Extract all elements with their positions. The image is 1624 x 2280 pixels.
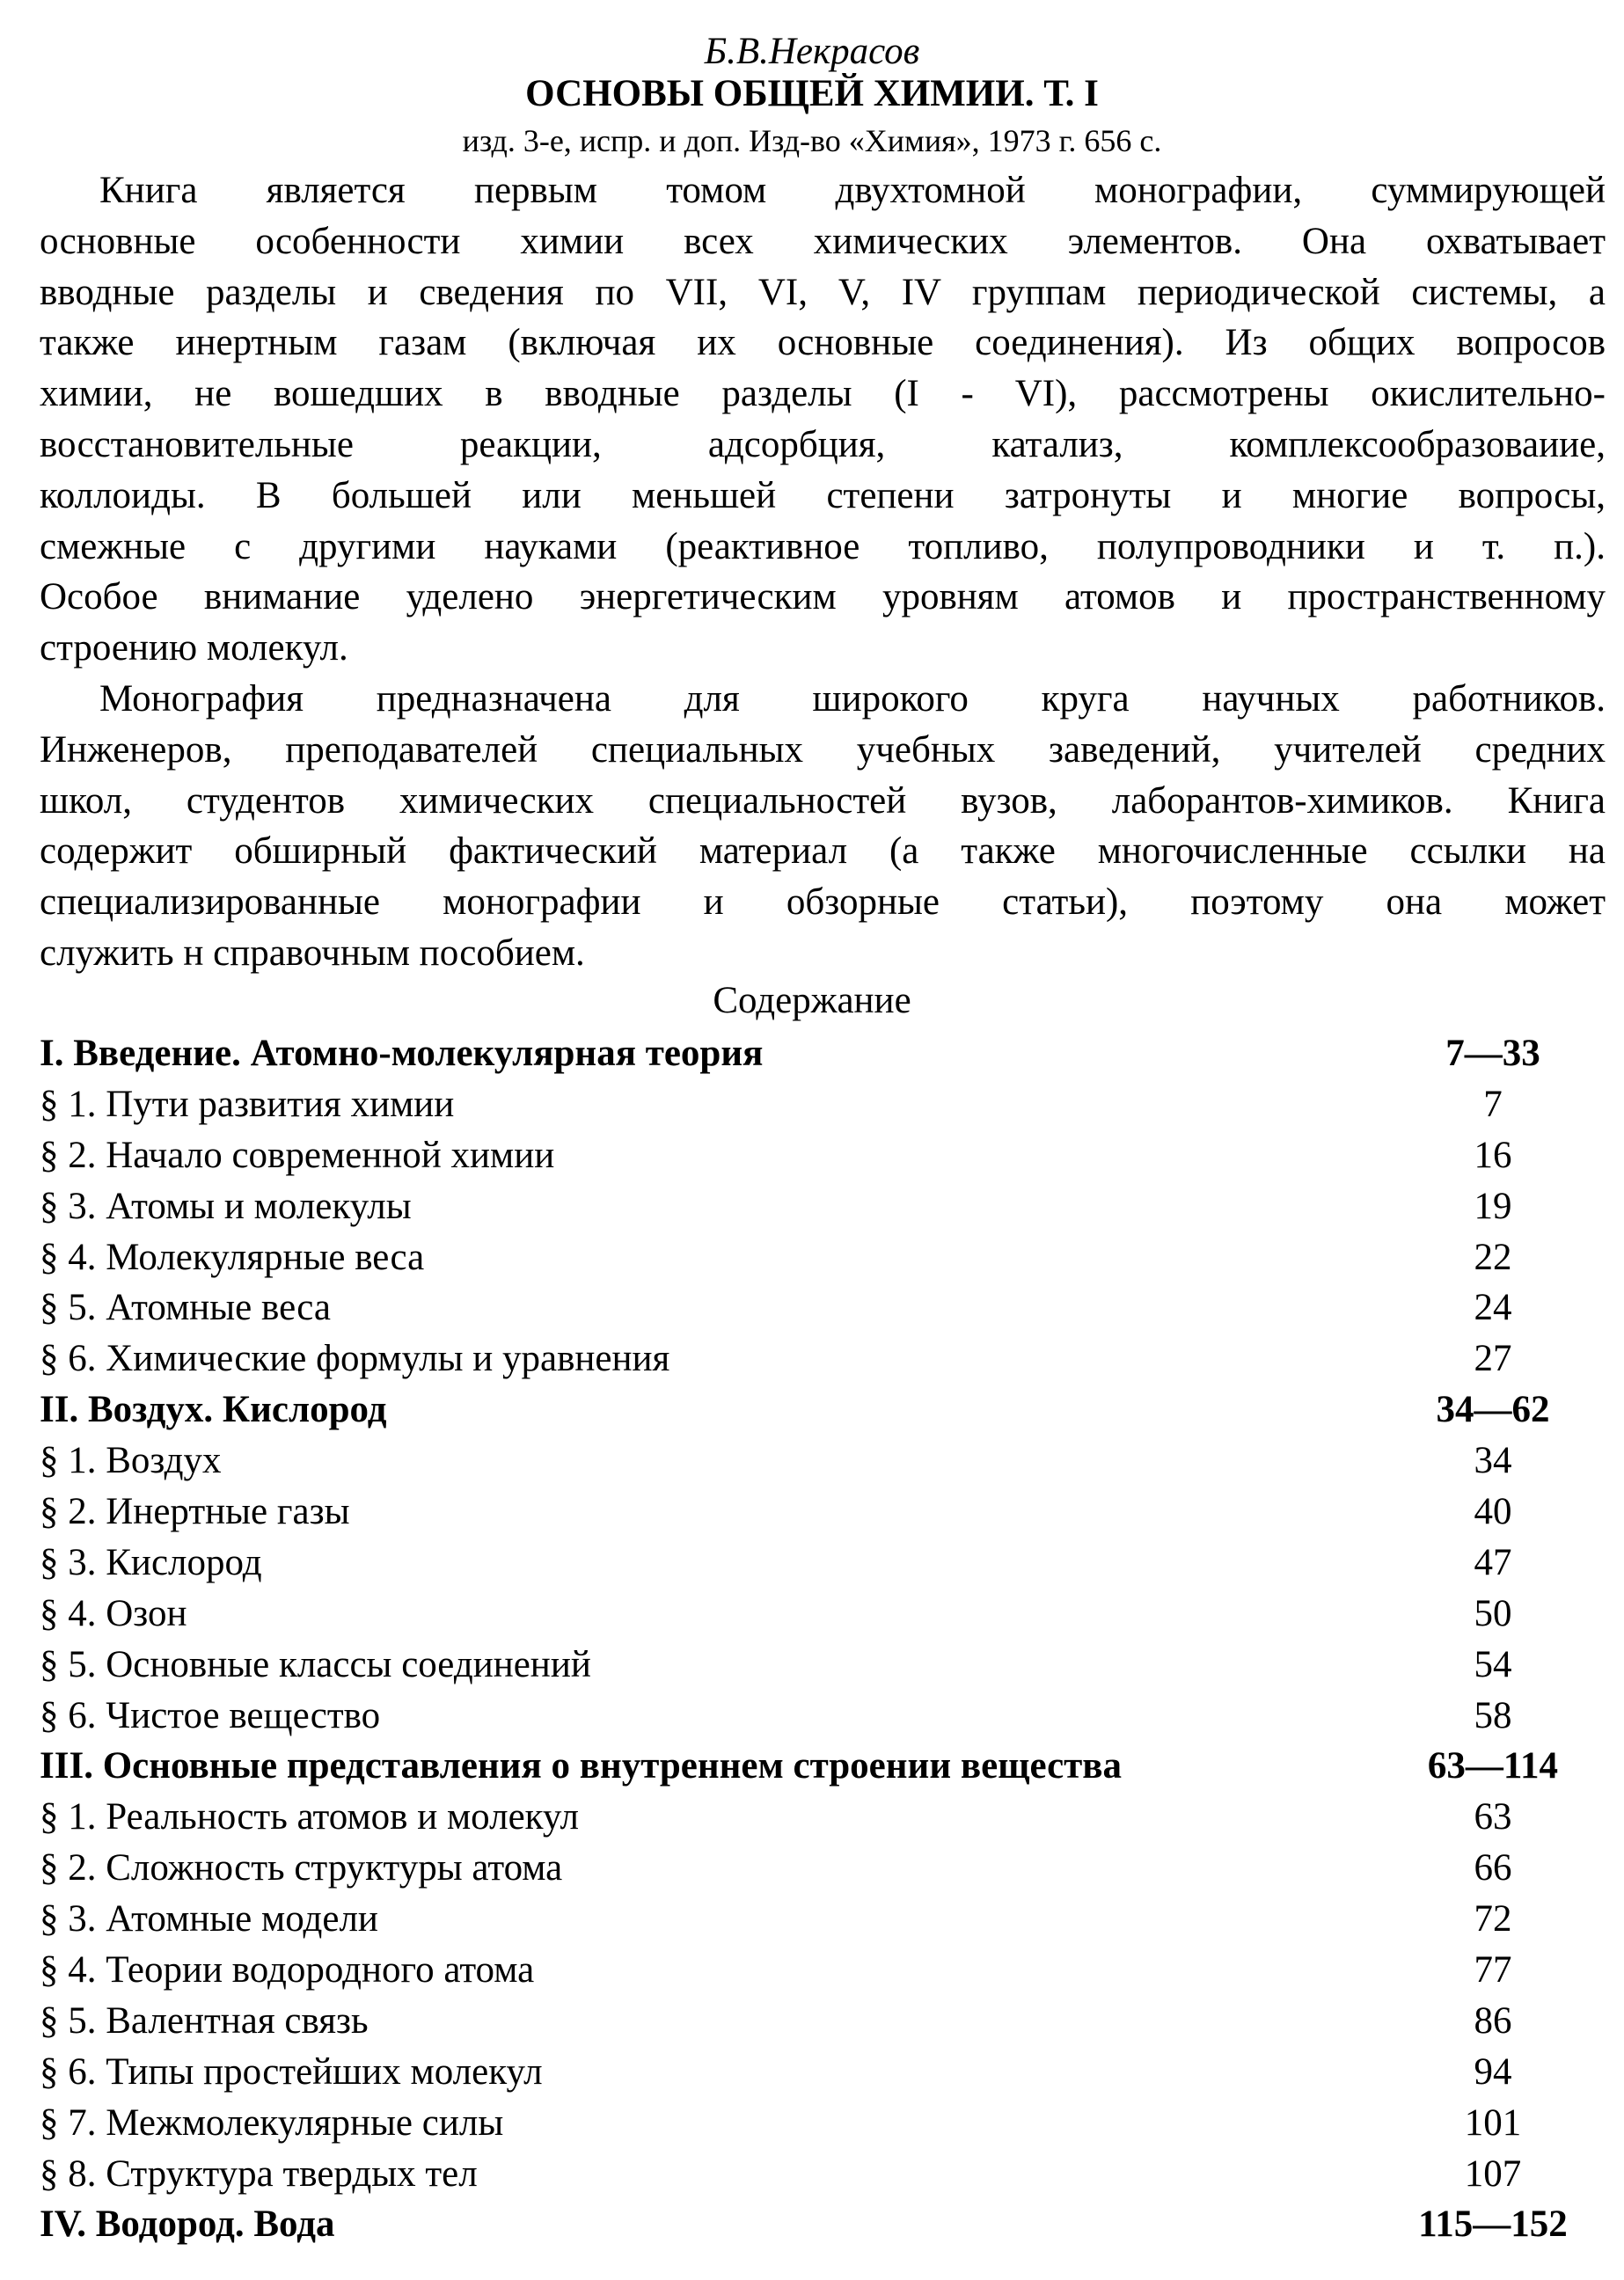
toc-entry-title: § 1. Воздух <box>40 1440 222 1482</box>
paragraph-line: Книга является первым томом двухтомной м… <box>99 170 1606 211</box>
paragraph-line: специализированные монографии и обзорные… <box>40 881 1606 924</box>
paragraph-line: содержит обширный фактический материал (… <box>40 830 1606 873</box>
toc-section: § 1. Реальность атомов и молекул 63 <box>40 1792 1606 1843</box>
toc-section: § 6. Типы простейших молекул 94 <box>40 2047 1606 2098</box>
toc-entry-title: § 4. Молекулярные веса <box>40 1236 425 1278</box>
paragraph-line: также инертным газам (включая их основны… <box>40 322 1606 364</box>
toc-entry-title: § 4. Теории водородного атома <box>40 1949 535 1991</box>
toc-entry-title: § 1. Пути развития химии <box>40 1083 455 1125</box>
toc-entry-pages: 86 <box>1474 1999 1512 2042</box>
toc-entry-title: § 3. Кислород <box>40 1541 262 1583</box>
toc-entry-title: II. Воздух. Кислород <box>40 1389 387 1431</box>
toc-section: § 3. Кислород 47 <box>40 1538 1606 1589</box>
toc-section: § 7. Межмолекулярные силы 101 <box>40 2098 1606 2149</box>
toc-section: § 2. Начало современной химии 16 <box>40 1130 1606 1181</box>
toc-entry-title: § 3. Атомные модели <box>40 1898 378 1940</box>
paragraph-line: химии, не вошедших в вводные разделы (I … <box>40 373 1606 415</box>
toc-chapter: II. Воздух. Кислород 34—62 <box>40 1385 1606 1436</box>
toc-entry-pages: 72 <box>1474 1898 1512 1940</box>
toc-entry-title: § 5. Атомные веса <box>40 1287 331 1329</box>
toc-entry-title: § 6. Чистое вещество <box>40 1694 381 1736</box>
toc-entry-title: § 8. Структура твердых тел <box>40 2152 478 2195</box>
paragraph-line: Инженеров, преподавателей специальных уч… <box>40 728 1606 771</box>
toc-entry-pages: 7—33 <box>1445 1033 1540 1074</box>
toc-entry-title: IV. Водород. Вода <box>40 2203 335 2246</box>
toc-section: § 2. Сложность структуры атома 66 <box>40 1843 1606 1894</box>
toc-entry-title: III. Основные представления о внутреннем… <box>40 1745 1122 1787</box>
toc-entry-title: § 2. Начало современной химии <box>40 1134 555 1176</box>
paragraph-line: восстановительные реакции, адсорбция, ка… <box>40 423 1606 465</box>
toc-entry-title: § 2. Инертные газы <box>40 1491 350 1533</box>
toc-entry-pages: 115—152 <box>1418 2203 1568 2246</box>
toc-heading: Содержание <box>713 980 911 1021</box>
toc-entry-pages: 101 <box>1464 2101 1522 2144</box>
paragraph-line: Монография предназначена для широкого кр… <box>99 677 1606 720</box>
toc-entry-pages: 19 <box>1474 1185 1512 1227</box>
toc-entry-pages: 50 <box>1474 1592 1512 1634</box>
paragraph-line: строению молекул. <box>40 627 348 669</box>
toc-entry-title: § 5. Валентная связь <box>40 1999 369 2042</box>
toc-section: § 1. Воздух 34 <box>40 1436 1606 1487</box>
toc-section: § 5. Атомные веса 24 <box>40 1282 1606 1334</box>
toc-entry-pages: 63—114 <box>1427 1745 1559 1787</box>
toc-section: § 3. Атомные модели 72 <box>40 1894 1606 1945</box>
paragraph-line: основные особенности химии всех химическ… <box>40 220 1606 262</box>
book-title: ОСНОВЫ ОБЩЕЙ ХИМИИ. Т. I <box>525 73 1099 114</box>
toc-section: § 4. Молекулярные веса 22 <box>40 1232 1606 1283</box>
toc-entry-pages: 7 <box>1483 1083 1503 1125</box>
toc-entry-title: § 6. Химические формулы и уравнения <box>40 1338 670 1380</box>
toc-entry-title: § 4. Озон <box>40 1592 187 1634</box>
toc-chapter: IV. Водород. Вода 115—152 <box>40 2199 1606 2250</box>
paragraph-line: вводные разделы и сведения по VII, VI, V… <box>40 271 1606 313</box>
paragraph-line: Особое внимание уделено энергетическим у… <box>40 576 1606 618</box>
toc-section: § 6. Химические формулы и уравнения 27 <box>40 1334 1606 1385</box>
toc-entry-pages: 47 <box>1474 1541 1512 1583</box>
paragraph-line: коллоиды. В большей или меньшей степени … <box>40 474 1606 516</box>
toc-entry-pages: 22 <box>1474 1236 1512 1278</box>
toc-section: § 1. Пути развития химии 7 <box>40 1079 1606 1130</box>
toc-entry-pages: 107 <box>1464 2152 1522 2195</box>
toc-entry-title: I. Введение. Атомно-молекулярная теория <box>40 1033 764 1074</box>
toc-entry-pages: 24 <box>1474 1287 1512 1329</box>
toc-section: § 4. Озон 50 <box>40 1589 1606 1640</box>
toc-entry-title: § 6. Типы простейших молекул <box>40 2050 543 2093</box>
paragraph-line: служить н справочным пособием. <box>40 932 585 974</box>
toc-entry-title: § 5. Основные классы соединений <box>40 1643 591 1685</box>
toc-section: § 2. Инертные газы 40 <box>40 1487 1606 1538</box>
toc-section: § 4. Теории водородного атома 77 <box>40 1945 1606 1996</box>
toc-entry-title: § 7. Межмолекулярные силы <box>40 2101 504 2144</box>
toc-section: § 5. Валентная связь 86 <box>40 1996 1606 2047</box>
toc-chapter: I. Введение. Атомно-молекулярная теория 7… <box>40 1028 1606 1079</box>
toc-entry-pages: 58 <box>1474 1694 1512 1736</box>
toc-entry-pages: 54 <box>1474 1643 1512 1685</box>
author: Б.В.Некрасов <box>704 31 920 72</box>
toc-section: § 6. Чистое вещество 58 <box>40 1691 1606 1742</box>
toc-section: § 5. Основные классы соединений 54 <box>40 1640 1606 1691</box>
toc-entry-pages: 40 <box>1474 1491 1512 1533</box>
annotation-text: Книга является первым томом двухтомной м… <box>40 165 1606 979</box>
toc-entry-pages: 94 <box>1474 2050 1512 2093</box>
toc-entry-pages: 63 <box>1474 1796 1512 1838</box>
paragraph-line: смежные с другими науками (реактивное то… <box>40 525 1606 567</box>
toc-entry-title: § 1. Реальность атомов и молекул <box>40 1796 580 1838</box>
toc-entry-title: § 2. Сложность структуры атома <box>40 1847 563 1889</box>
toc-entry-title: § 3. Атомы и молекулы <box>40 1185 412 1227</box>
toc-entry-pages: 16 <box>1474 1134 1512 1176</box>
paragraph-line: школ, студентов химических специальносте… <box>40 779 1606 822</box>
toc-entry-pages: 34—62 <box>1436 1389 1550 1431</box>
toc-entry-pages: 77 <box>1474 1949 1512 1991</box>
toc-entry-pages: 66 <box>1474 1847 1512 1889</box>
toc-entry-pages: 27 <box>1474 1338 1512 1380</box>
toc-chapter: III. Основные представления о внутреннем… <box>40 1741 1606 1792</box>
publication-info: изд. 3-е, испр. и доп. Изд-во «Химия», 1… <box>462 123 1162 158</box>
table-of-contents: I. Введение. Атомно-молекулярная теория 7… <box>40 1028 1606 2250</box>
toc-section: § 3. Атомы и молекулы 19 <box>40 1181 1606 1232</box>
toc-entry-pages: 34 <box>1474 1440 1512 1482</box>
toc-section: § 8. Структура твердых тел 107 <box>40 2149 1606 2200</box>
